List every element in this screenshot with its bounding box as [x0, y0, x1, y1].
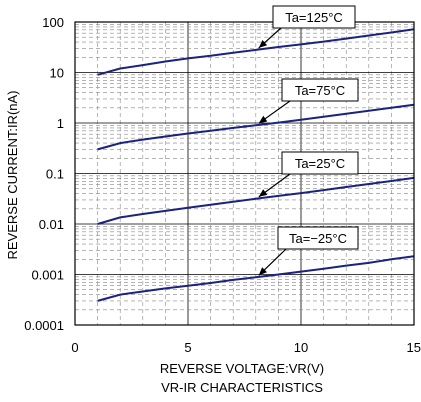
- y-tick-labels: 100 10 1 0.1 0.01 0.001 0.0001: [24, 15, 64, 333]
- y-tick-label: 0.0001: [24, 318, 64, 333]
- y-tick-label: 100: [42, 15, 64, 30]
- annotation-arrowhead: [258, 40, 268, 48]
- plot-frame: [74, 21, 415, 326]
- annotation-label: Ta=25°C: [295, 156, 345, 171]
- annotation-2: Ta=25°C: [258, 151, 359, 198]
- annotation-arrowhead: [258, 115, 268, 124]
- series-line-0: [97, 28, 415, 76]
- x-axis-label: REVERSE VOLTAGE:VR(V): [160, 361, 324, 376]
- series-line-1: [97, 103, 415, 151]
- annotation-arrowhead: [258, 189, 268, 197]
- y-tick-label: 0.001: [31, 268, 64, 283]
- annotation-0: Ta=125°C: [258, 5, 356, 49]
- series-line-2: [97, 176, 415, 225]
- annotation-box: [277, 226, 359, 250]
- x-tick-label: 10: [294, 340, 308, 355]
- x-tick-labels: 0 5 10 15: [71, 340, 421, 355]
- plot-border: [74, 21, 415, 326]
- y-axis-label: REVERSE CURRENT:IR(nA): [5, 90, 20, 259]
- y-tick-label: 0.01: [39, 217, 64, 232]
- annotation-arrowhead: [258, 267, 267, 276]
- annotation-1: Ta=75°C: [258, 78, 359, 124]
- annotation-label: Ta=−25°C: [289, 231, 347, 246]
- annotations: Ta=125°C Ta=75°C Ta=25°C Ta=−25°C: [258, 5, 359, 276]
- chart-title: VR-IR CHARACTERISTICS: [161, 380, 323, 395]
- annotation-3: Ta=−25°C: [258, 226, 359, 276]
- annotation-label: Ta=125°C: [285, 10, 343, 25]
- x-tick-label: 15: [407, 340, 421, 355]
- x-tick-label: 0: [71, 340, 78, 355]
- series-line-3: [97, 255, 415, 302]
- annotation-box: [281, 78, 359, 102]
- annotation-box: [281, 151, 359, 175]
- y-tick-label: 0.1: [46, 167, 64, 182]
- annotation-label: Ta=75°C: [295, 83, 345, 98]
- x-tick-label: 5: [184, 340, 191, 355]
- series-lines: [97, 28, 415, 302]
- y-tick-label: 10: [50, 66, 64, 81]
- annotation-box: [272, 5, 356, 29]
- y-tick-label: 1: [57, 116, 64, 131]
